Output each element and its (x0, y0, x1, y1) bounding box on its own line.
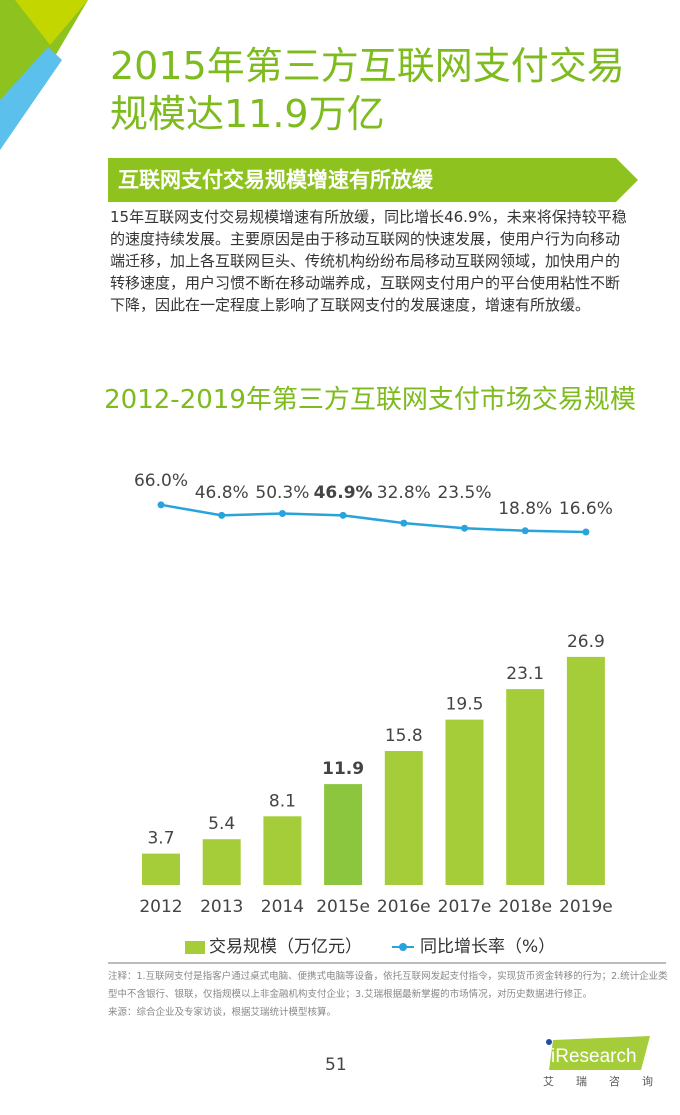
growth-point (218, 511, 226, 519)
growth-value-label: 23.5% (437, 483, 491, 503)
logo-char: 瑞 (576, 1075, 587, 1088)
bar (445, 719, 484, 885)
growth-point (157, 501, 165, 509)
bar (142, 853, 180, 885)
bar-value-label: 26.9 (567, 632, 605, 652)
note-text: 注释：1.互联网支付是指客户通过桌式电脑、便携式电脑等设备，依托互联网发起支付指… (108, 971, 668, 1000)
growth-value-label: 16.6% (559, 499, 613, 519)
logo-char: 询 (642, 1075, 653, 1088)
x-tick-label: 2019e (559, 897, 613, 917)
corner-decoration (0, 0, 88, 150)
growth-point (582, 528, 590, 536)
bar-value-label: 11.9 (322, 759, 364, 779)
growth-point (461, 524, 468, 532)
growth-point (339, 511, 347, 519)
page-title: 2015年第三方互联网支付交易 规模达11.9万亿 (110, 42, 670, 138)
bar-value-label: 19.5 (446, 695, 484, 715)
logo-char: 咨 (609, 1075, 620, 1088)
title-line-2: 规模达11.9万亿 (110, 92, 385, 136)
bar-value-label: 23.1 (506, 664, 544, 684)
chart-title: 2012-2019年第三方互联网支付市场交易规模 (104, 385, 636, 415)
x-tick-label: 2014 (261, 897, 304, 917)
source-text: 来源：综合企业及专家访谈，根据艾瑞统计模型核算。 (108, 1007, 337, 1018)
legend-line: 同比增长率（%） (392, 932, 555, 957)
bar-value-label: 5.4 (208, 814, 235, 834)
legend-line-label: 同比增长率（%） (420, 937, 556, 957)
title-line-1: 2015年第三方互联网支付交易 (110, 44, 625, 88)
x-tick-label: 2013 (200, 897, 243, 917)
growth-point (400, 519, 408, 527)
growth-value-label: 46.8% (195, 483, 249, 503)
x-tick-label: 2012 (139, 897, 182, 917)
bar (566, 656, 605, 885)
bar (324, 784, 363, 885)
x-tick-label: 2015e (316, 897, 370, 917)
section-subtitle: 互联网支付交易规模增速有所放缓 (108, 158, 616, 202)
bar (202, 839, 241, 885)
legend-bar-label: 交易规模（万亿元） (209, 937, 362, 957)
body-text: 15年互联网支付交易规模增速有所放缓，同比增长46.9%，未来将保持较平稳的速度… (110, 208, 627, 314)
growth-value-label: 18.8% (498, 499, 552, 519)
legend: 交易规模（万亿元） 同比增长率（%） (185, 932, 555, 957)
divider (108, 962, 666, 964)
bar-value-label: 15.8 (385, 726, 423, 746)
x-tick-label: 2017e (438, 897, 492, 917)
bar (384, 751, 423, 885)
legend-line-swatch (392, 943, 414, 951)
x-tick-label: 2016e (377, 897, 431, 917)
legend-bar: 交易规模（万亿元） (185, 932, 362, 957)
x-tick-label: 2018e (498, 897, 552, 917)
subtitle-arrow (616, 158, 638, 202)
legend-bar-swatch (185, 940, 205, 954)
bar (263, 816, 302, 885)
growth-line (160, 503, 586, 534)
growth-value-label: 50.3% (255, 483, 309, 503)
growth-value-label: 66.0% (134, 471, 188, 491)
growth-value-label: 32.8% (377, 483, 431, 503)
growth-value-label: 46.9% (314, 483, 373, 503)
logo-char: 艾 (543, 1075, 554, 1088)
svg-text:iResearch: iResearch (551, 1046, 637, 1067)
iresearch-logo: iResearch (546, 1036, 650, 1070)
footnotes: 注释：1.互联网支付是指客户通过桌式电脑、便携式电脑等设备，依托互联网发起支付指… (108, 968, 668, 1022)
bar-value-label: 3.7 (147, 829, 174, 849)
growth-point (278, 509, 286, 517)
chart: 3.7 2012 5.4 2013 8.1 2014 11.9 2015e 15.8 2016e 1… (134, 471, 613, 917)
bar (506, 689, 545, 885)
page-number: 51 (325, 1055, 347, 1075)
logo-chinese: 艾 瑞 咨 询 (543, 1073, 653, 1089)
growth-point (521, 527, 529, 535)
bar-value-label: 8.1 (269, 791, 296, 811)
